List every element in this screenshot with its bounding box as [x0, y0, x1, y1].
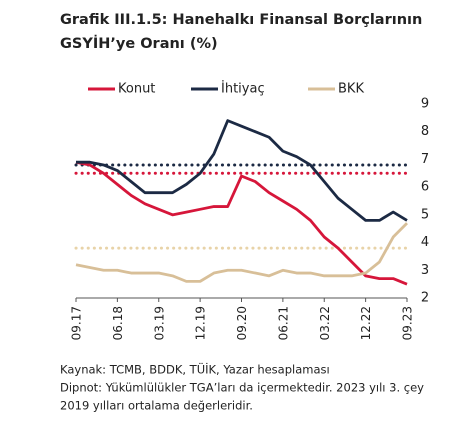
y-tick-label: 8: [421, 124, 429, 139]
x-tick-label: 09.23: [401, 306, 415, 340]
x-tick-label: 09.17: [70, 306, 84, 340]
series-line: [76, 119, 408, 222]
y-tick-label: 9: [421, 97, 429, 112]
series-line: [75, 160, 408, 286]
x-tick-label: 03.19: [152, 306, 166, 340]
chart-title: GSYİH’ye Oranı (%): [60, 35, 218, 52]
chart-title: Grafik III.1.5: Hanehalkı Finansal Borçl…: [60, 12, 422, 28]
y-tick-label: 6: [421, 180, 429, 195]
y-tick-label: 3: [421, 263, 429, 278]
x-tick-label: 06.21: [276, 306, 290, 340]
legend-label: BKK: [338, 82, 364, 97]
y-tick-label: 5: [421, 207, 429, 222]
y-tick-label: 2: [421, 291, 429, 306]
legend-label: İhtiyaç: [221, 81, 265, 97]
legend-label: Konut: [118, 82, 155, 97]
source-note: Kaynak: TCMB, BDDK, TÜİK, Yazar hesaplam…: [60, 361, 330, 377]
x-tick-label: 03.22: [318, 306, 332, 340]
x-tick-label: 09.20: [235, 306, 249, 340]
x-tick-label: 12.22: [359, 306, 373, 340]
footnote: 2019 yılları ortalama değerleridir.: [60, 399, 253, 413]
x-tick-label: 06.18: [111, 306, 125, 340]
y-tick-label: 7: [421, 152, 429, 167]
series-line: [75, 222, 408, 283]
footnote: Dipnot: Yükümlülükler TGA’ları da içerme…: [60, 381, 424, 395]
x-tick-label: 12.19: [194, 306, 208, 340]
y-tick-label: 4: [421, 235, 429, 250]
